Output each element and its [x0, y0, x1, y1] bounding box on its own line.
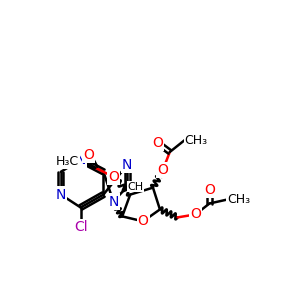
Text: Cl: Cl: [74, 220, 88, 234]
Text: H₃C: H₃C: [56, 155, 79, 168]
Text: CH₃: CH₃: [185, 134, 208, 147]
Text: CH: CH: [127, 182, 143, 192]
Text: CH₃: CH₃: [227, 193, 250, 206]
Text: N: N: [122, 158, 132, 172]
Text: N: N: [56, 188, 66, 202]
Text: O: O: [83, 148, 94, 162]
Text: O: O: [152, 136, 164, 150]
Text: O: O: [204, 183, 215, 196]
Text: N: N: [108, 194, 118, 208]
Text: O: O: [138, 214, 148, 228]
Text: O: O: [190, 207, 201, 221]
Text: O: O: [158, 163, 168, 177]
Text: O: O: [108, 170, 119, 184]
Text: N: N: [76, 153, 86, 167]
